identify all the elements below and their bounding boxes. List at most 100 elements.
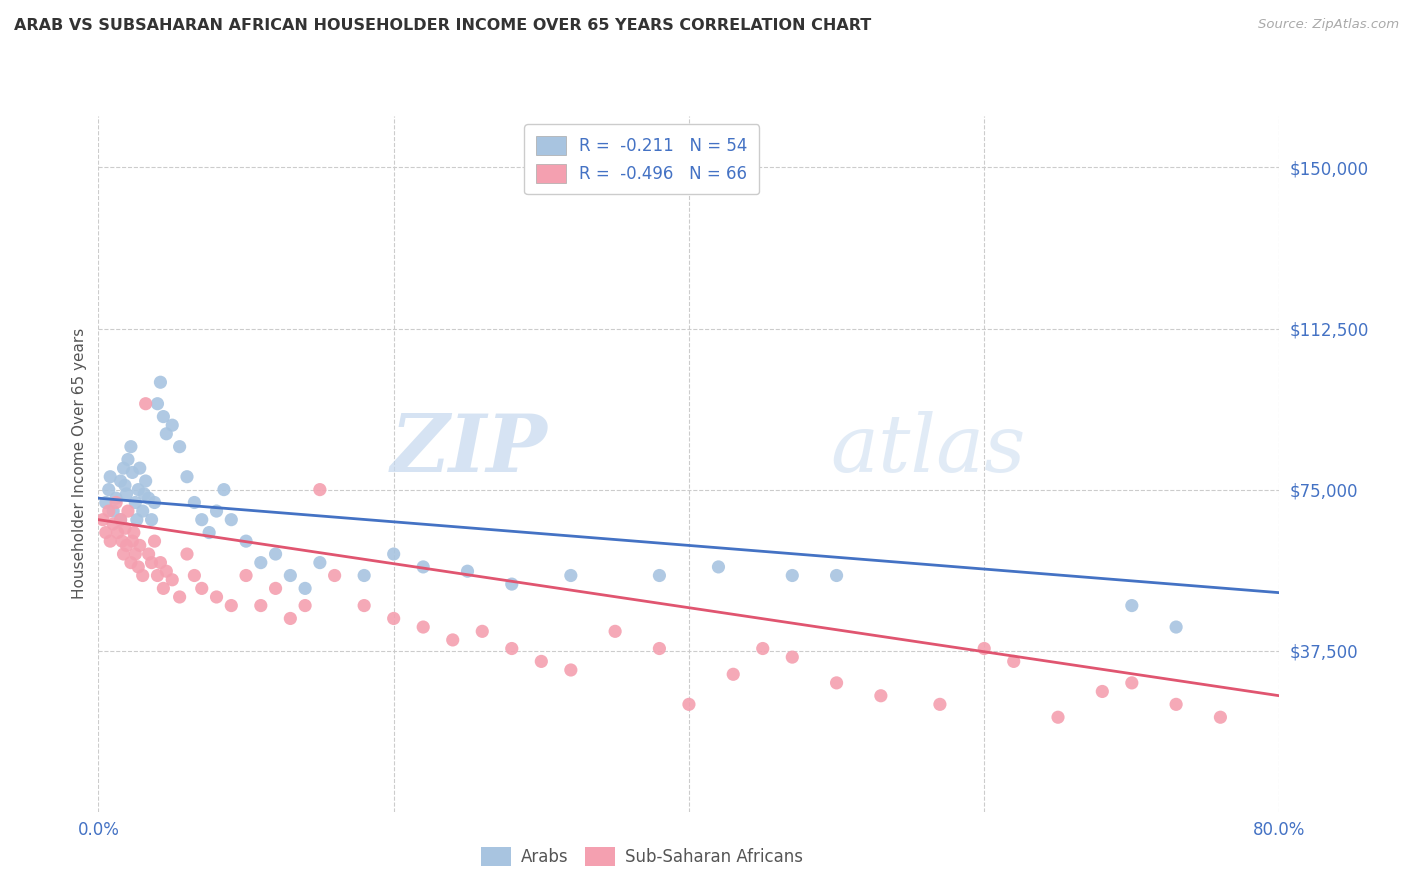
Point: [278, 568, 302, 582]
Point: [412, 560, 434, 574]
Point: [132, 568, 155, 582]
Point: [1164, 698, 1187, 712]
Point: [112, 461, 135, 475]
Point: [382, 547, 405, 561]
Point: [115, 538, 138, 552]
Point: [250, 556, 273, 570]
Point: [110, 513, 132, 527]
Point: [501, 641, 523, 656]
Point: [114, 478, 136, 492]
Text: ARAB VS SUBSAHARAN AFRICAN HOUSEHOLDER INCOME OVER 65 YEARS CORRELATION CHART: ARAB VS SUBSAHARAN AFRICAN HOUSEHOLDER I…: [14, 18, 872, 33]
Point: [782, 568, 804, 582]
Point: [169, 590, 191, 604]
Point: [382, 611, 405, 625]
Point: [219, 513, 242, 527]
Point: [176, 469, 198, 483]
Point: [869, 689, 891, 703]
Point: [124, 547, 146, 561]
Point: [205, 504, 228, 518]
Point: [152, 582, 174, 596]
Point: [751, 641, 773, 656]
Y-axis label: Householder Income Over 65 years: Householder Income Over 65 years: [72, 328, 87, 599]
Point: [648, 568, 671, 582]
Point: [117, 504, 139, 518]
Point: [105, 491, 128, 506]
Point: [825, 568, 848, 582]
Point: [294, 599, 316, 613]
Point: [353, 599, 375, 613]
Point: [121, 466, 143, 480]
Point: [143, 534, 166, 549]
Point: [91, 513, 114, 527]
Point: [501, 577, 523, 591]
Point: [183, 568, 205, 582]
Point: [152, 409, 174, 424]
Point: [121, 534, 143, 549]
Point: [219, 599, 242, 613]
Point: [205, 590, 228, 604]
Point: [198, 525, 221, 540]
Legend: Arabs, Sub-Saharan Africans: Arabs, Sub-Saharan Africans: [474, 840, 810, 873]
Point: [162, 418, 183, 433]
Point: [928, 698, 950, 712]
Point: [250, 599, 273, 613]
Point: [1091, 684, 1114, 698]
Point: [107, 525, 129, 540]
Point: [105, 495, 128, 509]
Point: [97, 483, 120, 497]
Point: [125, 513, 148, 527]
Point: [98, 469, 121, 483]
Point: [169, 440, 191, 454]
Point: [441, 632, 464, 647]
Point: [1209, 710, 1232, 724]
Point: [323, 568, 346, 582]
Point: [94, 525, 117, 540]
Point: [294, 582, 316, 596]
Point: [648, 641, 671, 656]
Point: [127, 483, 149, 497]
Point: [146, 397, 169, 411]
Point: [122, 525, 145, 540]
Point: [605, 624, 627, 639]
Point: [264, 582, 287, 596]
Point: [98, 534, 121, 549]
Point: [412, 620, 434, 634]
Point: [782, 650, 804, 665]
Point: [120, 440, 142, 454]
Point: [560, 568, 582, 582]
Point: [124, 495, 146, 509]
Point: [1002, 654, 1025, 668]
Point: [155, 426, 177, 441]
Point: [1121, 599, 1143, 613]
Point: [111, 534, 134, 549]
Point: [183, 495, 205, 509]
Point: [278, 611, 302, 625]
Point: [149, 556, 172, 570]
Point: [471, 624, 494, 639]
Point: [135, 397, 157, 411]
Point: [146, 568, 169, 582]
Point: [143, 495, 166, 509]
Point: [353, 568, 375, 582]
Point: [235, 534, 257, 549]
Point: [149, 376, 172, 390]
Point: [212, 483, 235, 497]
Point: [117, 452, 139, 467]
Point: [128, 461, 150, 475]
Point: [678, 698, 700, 712]
Point: [191, 582, 214, 596]
Point: [1164, 620, 1187, 634]
Point: [110, 513, 132, 527]
Point: [530, 654, 553, 668]
Point: [973, 641, 995, 656]
Point: [141, 556, 163, 570]
Point: [456, 564, 478, 578]
Point: [94, 495, 117, 509]
Text: Source: ZipAtlas.com: Source: ZipAtlas.com: [1258, 18, 1399, 31]
Point: [235, 568, 257, 582]
Point: [707, 560, 730, 574]
Point: [309, 556, 332, 570]
Point: [103, 516, 125, 531]
Point: [138, 491, 160, 506]
Point: [128, 538, 150, 552]
